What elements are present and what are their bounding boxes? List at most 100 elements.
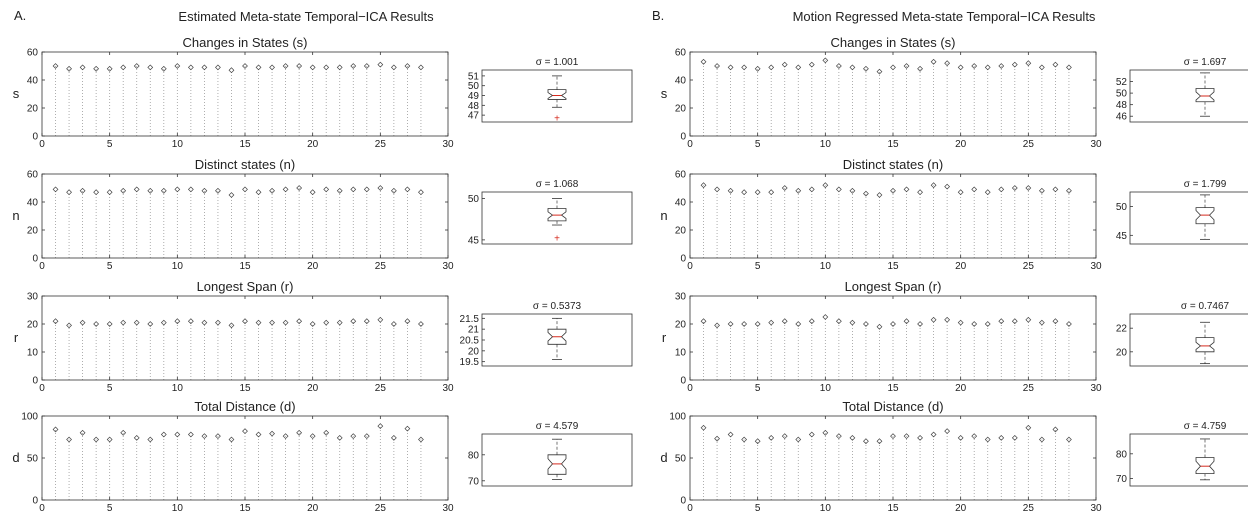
boxplot-frame [481, 69, 633, 123]
data-point [944, 428, 951, 435]
panel-a-letter: A. [14, 8, 26, 23]
x-tick-label: 0 [39, 261, 45, 272]
data-point [998, 186, 1005, 193]
data-point [741, 189, 748, 196]
y-axis-label: n [12, 208, 19, 223]
box-y-tick-label: 20 [1116, 347, 1128, 358]
data-point [971, 321, 978, 327]
x-tick-label: 25 [375, 383, 387, 394]
chart-title: Changes in States (s) [182, 35, 307, 50]
data-point [282, 319, 289, 326]
x-tick-label: 25 [1023, 383, 1035, 394]
data-point [984, 64, 991, 71]
data-point [174, 63, 181, 69]
data-point [363, 63, 370, 69]
y-axis-label: s [13, 86, 20, 101]
data-point [377, 316, 384, 323]
data-point [269, 430, 275, 437]
data-point [255, 189, 262, 196]
data-point [147, 436, 154, 443]
x-tick-label: 15 [239, 383, 251, 394]
y-tick-label: 20 [675, 320, 687, 331]
data-point [133, 434, 140, 441]
x-tick-label: 10 [172, 261, 184, 272]
data-point [215, 433, 221, 440]
data-point [323, 319, 330, 326]
data-point [1011, 61, 1018, 68]
data-point [323, 64, 330, 71]
boxplot-frame [1129, 433, 1248, 487]
y-tick-label: 0 [680, 376, 686, 387]
data-point [390, 434, 397, 441]
data-point [890, 187, 896, 194]
plots-layer: Changes in States (s)s0 5 10 15 20 25 30020406… [12, 35, 1248, 514]
data-point [79, 319, 86, 326]
data-point [863, 321, 869, 327]
data-point [350, 63, 357, 69]
data-point [282, 63, 289, 69]
data-point [781, 185, 788, 191]
y-tick-label: 0 [680, 496, 686, 507]
data-point [418, 189, 424, 196]
data-point [309, 64, 316, 71]
y-tick-label: 20 [675, 104, 687, 115]
box-y-tick-label: 47 [468, 111, 480, 122]
data-point [377, 423, 384, 429]
data-point [1025, 316, 1032, 323]
data-point [269, 187, 275, 194]
data-point [228, 322, 235, 329]
box-y-tick-label: 52 [1116, 77, 1128, 88]
y-axis-label: d [12, 450, 19, 465]
data-point [404, 186, 411, 193]
data-point [795, 436, 802, 443]
y-axis-label: n [660, 208, 667, 223]
x-tick-label: 10 [820, 139, 832, 150]
x-tick-label: 30 [1090, 503, 1102, 514]
data-point [187, 431, 194, 438]
data-point [418, 321, 424, 327]
data-point [201, 433, 208, 440]
data-point [903, 318, 910, 325]
x-tick-label: 15 [887, 503, 899, 514]
box-y-tick-label: 50 [1116, 202, 1128, 213]
data-point [66, 436, 72, 443]
data-point [727, 431, 734, 438]
x-tick-label: 30 [442, 261, 454, 272]
data-point [147, 321, 154, 327]
box-y-tick-label: 49 [468, 91, 480, 102]
data-point [106, 321, 113, 327]
y-tick-label: 0 [680, 254, 686, 265]
data-point [336, 319, 343, 326]
data-point [1066, 321, 1072, 327]
y-axis-label: d [660, 450, 667, 465]
data-point [377, 61, 384, 68]
chart-b-1: Changes in States (s) s 0 5 10 15 20 25 30 0 20 40 6… [661, 35, 1248, 150]
x-tick-label: 20 [307, 503, 319, 514]
x-tick-label: 15 [887, 139, 899, 150]
data-point [930, 431, 937, 438]
data-point [957, 434, 964, 441]
data-point [363, 186, 370, 193]
data-point [808, 431, 815, 438]
box-y-tick-label: 21 [468, 325, 480, 336]
y-tick-label: 0 [32, 496, 38, 507]
y-tick-label: 0 [32, 376, 38, 387]
data-point [917, 65, 923, 72]
data-point [984, 436, 991, 443]
notched-box [1195, 207, 1215, 225]
data-point [336, 187, 343, 194]
y-tick-label: 20 [27, 104, 39, 115]
data-point [822, 429, 829, 436]
y-tick-label: 0 [32, 254, 38, 265]
chart-title: Longest Span (r) [197, 279, 294, 294]
data-point [255, 431, 262, 438]
x-tick-label: 20 [955, 139, 967, 150]
data-point [781, 61, 788, 68]
data-point [944, 316, 951, 323]
data-point [187, 318, 194, 325]
data-point [754, 438, 761, 445]
data-point [727, 187, 734, 194]
data-point [768, 189, 775, 196]
x-tick-label: 20 [307, 383, 319, 394]
box-y-tick-label: 70 [468, 476, 480, 487]
